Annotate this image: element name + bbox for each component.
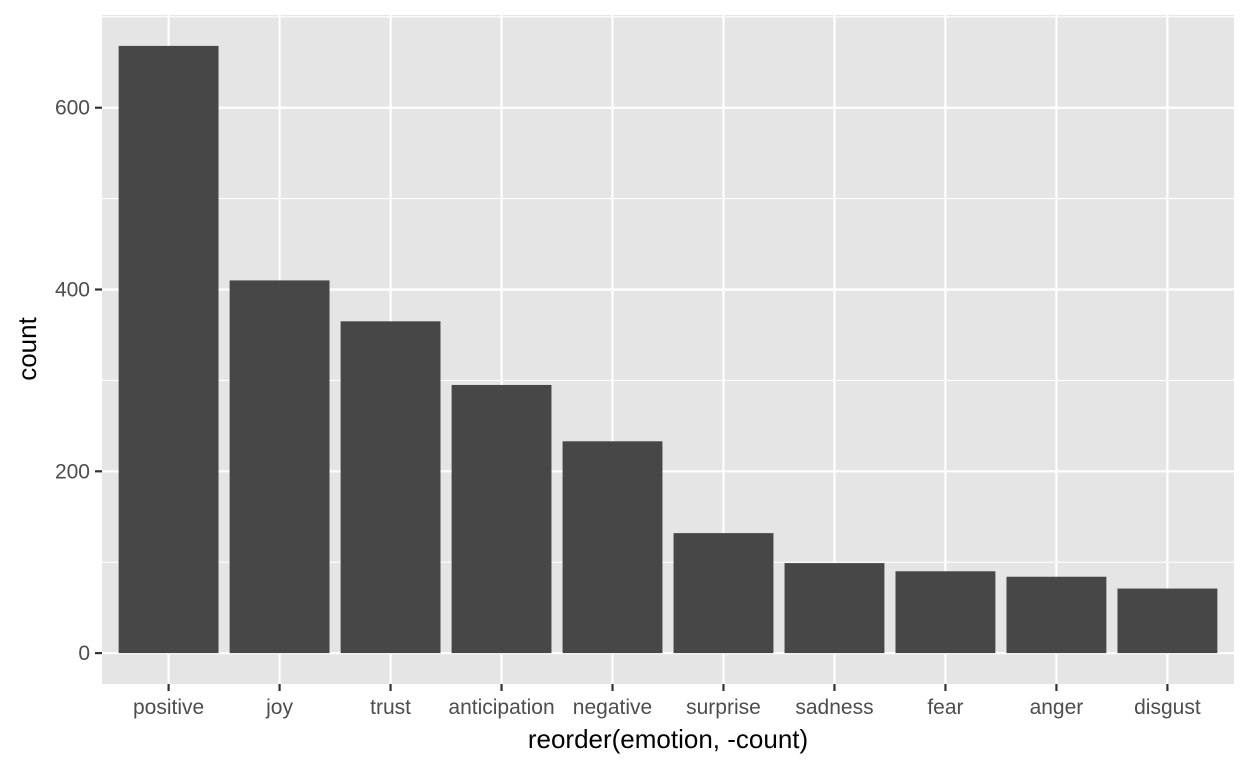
- x-tick-label: fear: [927, 696, 963, 719]
- bar-fear: [895, 571, 996, 654]
- x-tick-label: surprise: [686, 696, 761, 719]
- x-tick-label: sadness: [795, 696, 873, 719]
- x-axis-title: reorder(emotion, -count): [528, 724, 808, 754]
- y-tick-label: 400: [55, 279, 90, 302]
- bar-positive: [118, 45, 219, 654]
- x-tick-label: anger: [1030, 696, 1084, 719]
- x-tick-label: anticipation: [448, 696, 554, 719]
- bar-sadness: [784, 563, 885, 654]
- x-tick-label: trust: [370, 696, 411, 719]
- bar-trust: [340, 321, 441, 654]
- bar-anticipation: [451, 384, 552, 654]
- bar-surprise: [673, 533, 774, 654]
- bar-joy: [229, 280, 330, 654]
- y-axis: 0 200 400 600: [55, 97, 102, 665]
- bar-negative: [562, 441, 663, 654]
- bar-disgust: [1117, 588, 1218, 654]
- x-tick-label: negative: [573, 696, 652, 719]
- x-tick-label: joy: [265, 696, 293, 719]
- y-axis-title: count: [12, 316, 42, 380]
- y-tick-label: 200: [55, 460, 90, 483]
- x-axis: positive joy trust anticipation negative surp…: [133, 684, 1201, 719]
- bar-anger: [1006, 576, 1107, 654]
- bars: [118, 45, 1218, 654]
- y-tick-label: 600: [55, 97, 90, 120]
- y-tick-label: 0: [78, 642, 90, 665]
- x-tick-label: disgust: [1134, 696, 1201, 719]
- x-tick-label: positive: [133, 696, 204, 719]
